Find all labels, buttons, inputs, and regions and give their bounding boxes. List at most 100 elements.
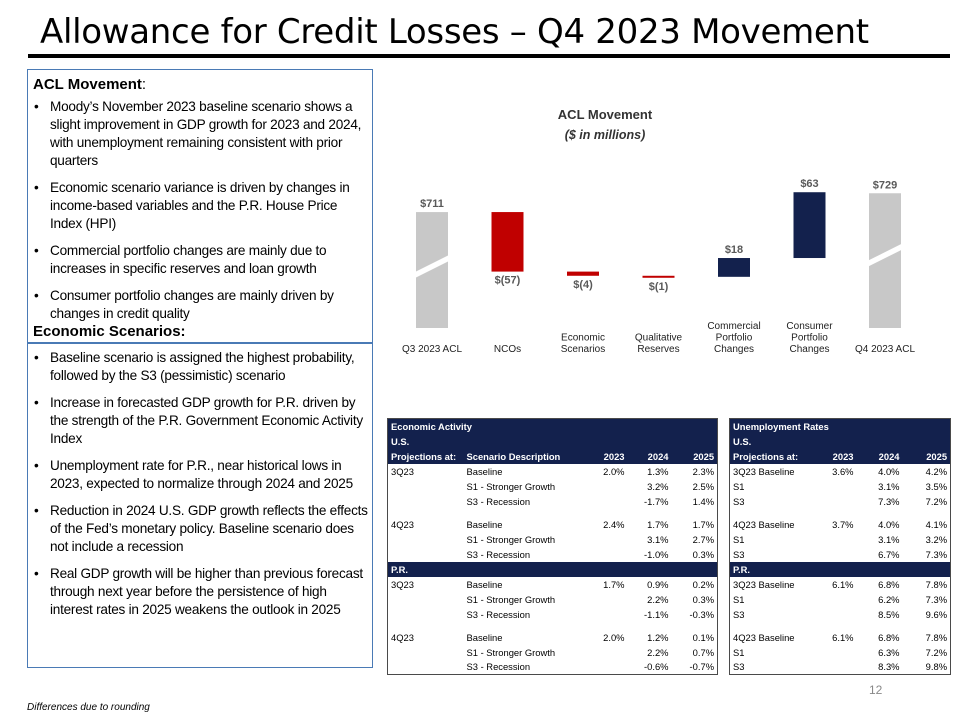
header-cell: U.S. bbox=[729, 433, 951, 449]
table-cell bbox=[388, 547, 464, 562]
table-cell: 9.6% bbox=[925, 608, 948, 620]
table-cell bbox=[811, 660, 857, 675]
data-label: $711 bbox=[420, 198, 444, 210]
table-cell: 7.3% bbox=[925, 548, 948, 560]
table-cell bbox=[582, 645, 628, 660]
table-row: S3 - Recession -1.1% -0.3% bbox=[388, 607, 718, 622]
table-row: S1 - Stronger Growth 3.2% 2.5% bbox=[388, 479, 718, 494]
table-cell: Projections at: bbox=[729, 448, 811, 464]
table-cell: 2.3% bbox=[692, 465, 715, 477]
table-cell: -0.3% bbox=[689, 608, 715, 620]
table-cell: 3.2% bbox=[925, 533, 948, 545]
table-row: S1 - Stronger Growth 2.2% 0.3% bbox=[388, 592, 718, 607]
table-cell: 1.3% bbox=[647, 465, 669, 477]
table-cell bbox=[811, 645, 857, 660]
table-row: S3 - Recession -1.0% 0.3% bbox=[388, 547, 718, 562]
table-cell: 2024 bbox=[627, 448, 672, 464]
table-cell: 2024 bbox=[856, 448, 903, 464]
table-cell: 3Q23 Baseline bbox=[733, 578, 795, 590]
table-cell: Baseline bbox=[466, 631, 503, 643]
category-label: Changes bbox=[714, 344, 754, 355]
table-cell: 4.0% bbox=[878, 465, 900, 477]
table-cell: 4Q23 Baseline bbox=[733, 518, 795, 530]
table-row: 3Q23 Baseline 3.6% 4.0% 4.2% bbox=[730, 464, 951, 479]
table-cell: 7.2% bbox=[925, 646, 948, 658]
table-cell: S3 - Recession bbox=[466, 608, 531, 620]
table-cell: 7.8% bbox=[925, 631, 948, 643]
bar-2 bbox=[491, 212, 524, 272]
table-cell: 2.2% bbox=[647, 646, 669, 658]
table-cell bbox=[811, 494, 857, 509]
table-row: S1 3.1% 3.2% bbox=[730, 532, 951, 547]
table-cell bbox=[388, 645, 464, 660]
region-row: P.R. bbox=[387, 561, 718, 577]
category-label: Changes bbox=[789, 344, 829, 355]
header-cell: P.R. bbox=[729, 561, 951, 577]
table-cell: S3 - Recession bbox=[466, 548, 531, 560]
acl-bullet: Commercial portfolio changes are mainly … bbox=[33, 242, 369, 278]
table-row: S1 6.3% 7.2% bbox=[730, 645, 951, 660]
table-cell: 1.4% bbox=[692, 495, 715, 507]
table-cell: 4.0% bbox=[878, 518, 900, 530]
table-cell bbox=[388, 479, 464, 494]
table-cell: 2.0% bbox=[603, 631, 625, 643]
table-cell: S3 bbox=[733, 495, 745, 507]
table-cell bbox=[811, 607, 857, 622]
scenario-bullet: Unemployment rate for P.R., near histori… bbox=[33, 457, 369, 493]
table-cell bbox=[388, 660, 464, 675]
unemployment-rates-table: Unemployment Rates U.S. Projections at: 202… bbox=[729, 418, 952, 675]
table-cell bbox=[811, 592, 857, 607]
column-header-row: Projections at: Scenario Description 2023 2… bbox=[387, 448, 718, 464]
table-cell: 6.8% bbox=[878, 631, 900, 643]
data-label: $(1) bbox=[649, 281, 669, 293]
table-cell: 2025 bbox=[671, 448, 718, 464]
table-cell: S1 bbox=[733, 593, 745, 605]
table-title-row: Unemployment Rates bbox=[729, 418, 951, 434]
table-cell: 1.7% bbox=[692, 518, 715, 530]
scenario-bullet-list: Baseline scenario is assigned the highes… bbox=[33, 349, 369, 628]
region-row: U.S. bbox=[729, 433, 951, 449]
table-cell bbox=[388, 592, 464, 607]
table-cell bbox=[582, 607, 628, 622]
table-cell: 2.0% bbox=[603, 465, 625, 477]
table-row: S3 8.3% 9.8% bbox=[730, 660, 951, 675]
category-label: Portfolio bbox=[716, 333, 753, 344]
table-cell: -1.1% bbox=[644, 608, 669, 620]
table-cell: 8.3% bbox=[878, 661, 900, 673]
data-label: $(4) bbox=[573, 279, 593, 291]
category-label: Q3 2023 ACL bbox=[402, 344, 462, 355]
spacer-row bbox=[388, 509, 718, 517]
table-cell: 7.8% bbox=[925, 578, 948, 590]
data-label: $(57) bbox=[495, 275, 521, 287]
table-row: S3 - Recession -1.7% 1.4% bbox=[388, 494, 718, 509]
header-cell: Economic Activity bbox=[387, 418, 718, 434]
table-cell: 6.3% bbox=[878, 646, 900, 658]
table-row: 3Q23 Baseline 6.1% 6.8% 7.8% bbox=[730, 577, 951, 592]
bar-5 bbox=[718, 258, 750, 277]
region-row: P.R. bbox=[729, 561, 951, 577]
table-cell: 2023 bbox=[810, 448, 857, 464]
table-row: 3Q23 Baseline 1.7% 0.9% 0.2% bbox=[388, 577, 718, 592]
table-cell: -0.6% bbox=[644, 661, 669, 673]
table-cell: S1 bbox=[733, 480, 745, 492]
table-cell bbox=[388, 607, 464, 622]
table-row: 3Q23 Baseline 2.0% 1.3% 2.3% bbox=[388, 464, 718, 479]
table-cell: 4Q23 Baseline bbox=[733, 631, 795, 643]
table-cell: 7.3% bbox=[925, 593, 948, 605]
table-cell: 6.7% bbox=[878, 548, 900, 560]
axis-break-marker bbox=[867, 243, 903, 268]
economic-activity-table: Economic Activity U.S. Projections at: Scen… bbox=[387, 418, 719, 675]
region-row: U.S. bbox=[387, 433, 718, 449]
table-row: 4Q23 Baseline 2.0% 1.2% 0.1% bbox=[388, 630, 718, 645]
table-cell: S1 bbox=[733, 533, 745, 545]
page-number: 12 bbox=[869, 683, 883, 697]
table-cell: 3.1% bbox=[647, 533, 669, 545]
table-cell: 3.2% bbox=[647, 480, 669, 492]
table-cell: -0.7% bbox=[689, 661, 715, 673]
table-cell: -1.7% bbox=[644, 495, 669, 507]
acl-bullet: Economic scenario variance is driven by … bbox=[33, 179, 369, 233]
table-cell: Baseline bbox=[466, 465, 503, 477]
table-cell bbox=[388, 494, 464, 509]
table-cell: 2025 bbox=[902, 448, 951, 464]
table-cell: 0.3% bbox=[692, 593, 715, 605]
